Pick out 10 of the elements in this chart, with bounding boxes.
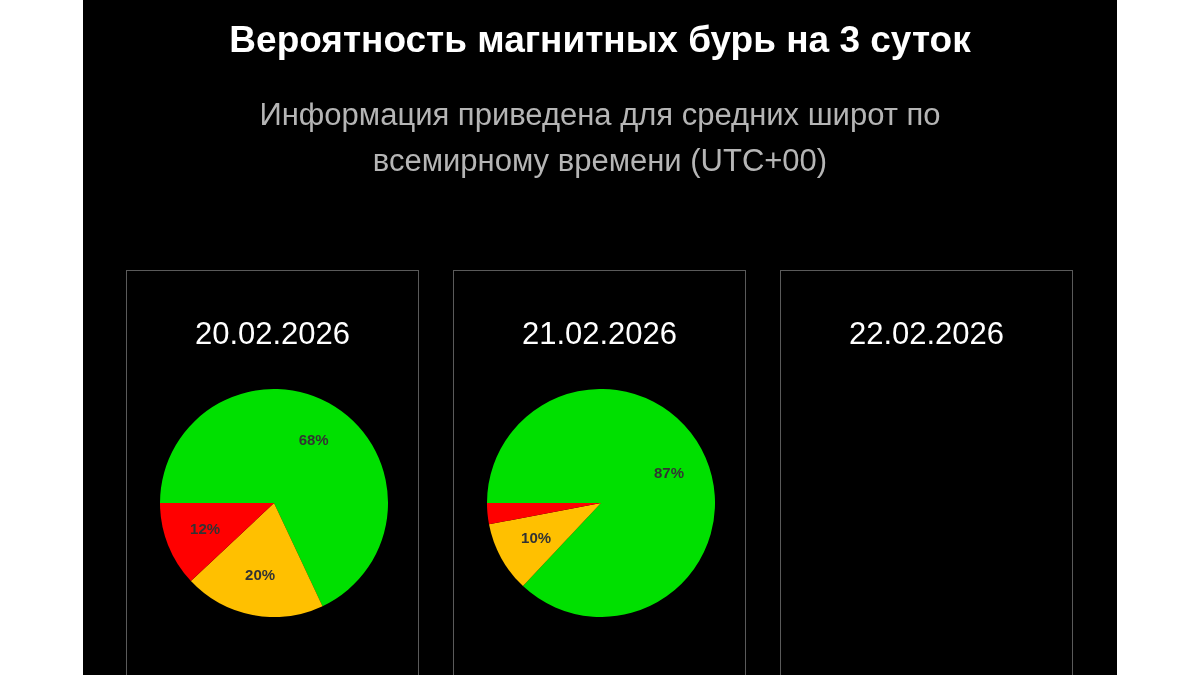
data-label: 10%: [521, 528, 552, 546]
chart-title: 21.02.2026: [520, 316, 679, 352]
data-label: 87%: [653, 463, 685, 481]
chart-title: 20.02.2026: [193, 316, 352, 352]
text: Информация приведена для средних широт по всемирному времени (UTC+00): [258, 96, 942, 180]
text: 22.02.2026: [847, 316, 1006, 352]
data-label: 12%: [190, 520, 221, 538]
text: Вероятность магнитных бурь на 3 суток: [228, 18, 972, 62]
data-label: 68%: [298, 430, 329, 448]
data-label: 20%: [245, 565, 276, 583]
